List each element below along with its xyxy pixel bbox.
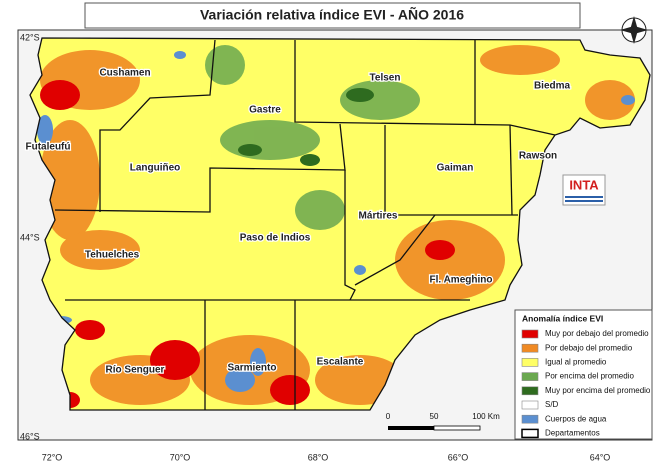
department-label: Gastre — [249, 105, 281, 116]
department-label: Tehuelches — [85, 250, 140, 261]
legend-swatch — [521, 329, 539, 339]
legend-swatch — [521, 372, 539, 381]
inta-logo: INTA — [562, 174, 606, 206]
legend-label: Muy por debajo del promedio — [545, 329, 649, 338]
province-border — [29, 37, 651, 411]
legend-label: Muy por encima del promedio — [545, 386, 651, 395]
department-label: Biedma — [534, 81, 571, 92]
legend-label: S/D — [545, 400, 559, 409]
scale-label: 100 Km — [472, 412, 500, 421]
department-label: Paso de Indios — [240, 233, 311, 244]
department-label: Telsen — [370, 73, 401, 84]
lon-label: 70°O — [170, 452, 191, 462]
department-label: Gaiman — [437, 163, 474, 174]
department-label: Cushamen — [99, 68, 150, 79]
legend: Anomalía índice EVI Muy por debajo del p… — [514, 309, 653, 440]
scale-label: 50 — [430, 412, 439, 421]
department-borders — [54, 39, 556, 410]
lat-label: 42°S — [20, 32, 40, 42]
lon-label: 72°O — [42, 452, 63, 462]
legend-swatch — [521, 386, 539, 396]
legend-label: Por encima del promedio — [545, 372, 634, 381]
legend-label: Departamentos — [545, 429, 600, 438]
legend-swatch — [521, 428, 539, 439]
title-box — [84, 2, 581, 29]
department-label: Fl. Ameghino — [430, 275, 493, 286]
legend-swatch — [521, 343, 539, 353]
lon-label: 68°O — [308, 452, 329, 462]
department-label: Mártires — [359, 211, 398, 222]
legend-label: Por debajo del promedio — [545, 343, 633, 352]
department-label: Río Senguer — [106, 365, 165, 376]
title: Variación relativa índice EVI - AÑO 2016 — [200, 6, 464, 23]
legend-title: Anomalía índice EVI — [522, 313, 603, 323]
legend-swatch — [521, 358, 539, 367]
lon-label: 66°O — [448, 452, 469, 462]
legend-label: Igual al promedio — [545, 358, 607, 367]
legend-swatch — [521, 414, 539, 424]
department-label: Sarmiento — [228, 363, 277, 374]
lat-label: 46°S — [20, 431, 40, 441]
scale-label: 0 — [386, 412, 391, 421]
logo-text: INTA — [569, 177, 599, 192]
compass — [620, 16, 648, 44]
legend-swatch — [521, 400, 539, 410]
department-label: Escalante — [317, 357, 364, 368]
legend-label: Cuerpos de agua — [545, 414, 607, 423]
scale-bar: 0 50 100 Km — [386, 412, 500, 431]
department-label: Languiñeo — [130, 163, 181, 174]
department-label: Futaleufú — [26, 142, 71, 153]
lat-label: 44°S — [20, 232, 40, 242]
lon-label: 64°O — [590, 452, 611, 462]
department-label: Rawson — [519, 151, 557, 162]
